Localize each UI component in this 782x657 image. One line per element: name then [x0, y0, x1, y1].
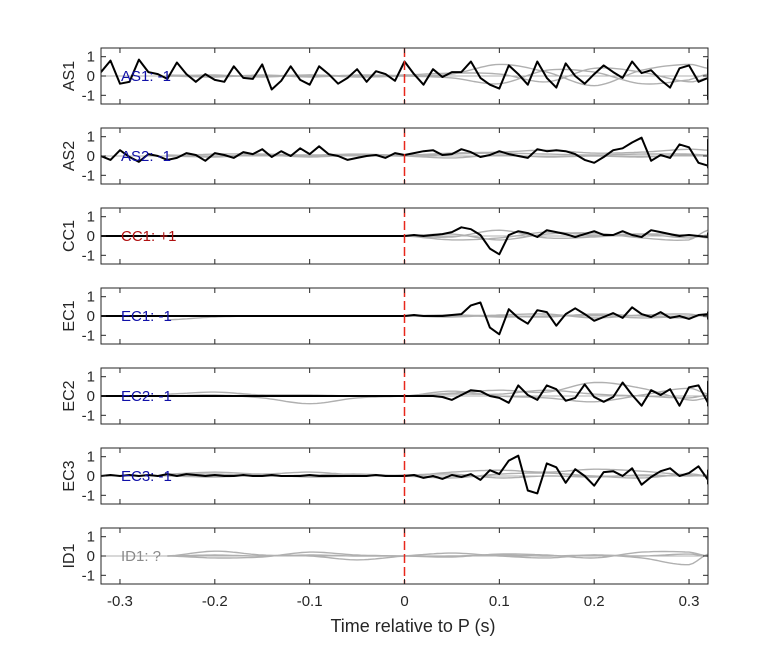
overlay-trace-2: [167, 68, 708, 85]
y-tick-label: -1: [82, 567, 95, 584]
y-tick-label: -1: [82, 487, 95, 504]
y-tick-label: 0: [87, 548, 95, 565]
y-tick-label: 1: [87, 449, 95, 466]
polarity-annotation: EC3: -1: [121, 468, 172, 485]
y-tick-label: 0: [87, 388, 95, 405]
station-label: EC1: [61, 300, 78, 331]
station-trace: [101, 58, 708, 101]
y-tick-label: -1: [82, 327, 95, 344]
overlay-trace-3: [167, 553, 708, 557]
x-tick-label: 0.2: [584, 593, 605, 610]
y-tick-label: -1: [82, 247, 95, 264]
polarity-annotation: AS1: -1: [121, 68, 171, 85]
y-tick-label: 0: [87, 228, 95, 245]
y-tick-label: 0: [87, 468, 95, 485]
overlay-trace-1: [167, 63, 708, 87]
station-label: ID1: [61, 543, 78, 568]
station-trace: [101, 380, 708, 407]
polarity-annotation: EC1: -1: [121, 308, 172, 325]
overlay-trace-1: [167, 148, 708, 157]
x-tick-label: -0.1: [297, 593, 323, 610]
x-tick-label: 0.1: [489, 593, 510, 610]
station-label: AS1: [61, 61, 78, 91]
y-tick-label: 1: [87, 209, 95, 226]
station-trace: [101, 136, 708, 169]
station-label: EC2: [61, 380, 78, 411]
station-trace: [101, 454, 708, 495]
station-label: EC3: [61, 460, 78, 491]
y-tick-label: -1: [82, 167, 95, 184]
trace-group: [101, 301, 708, 336]
x-tick-label: 0: [400, 593, 408, 610]
y-tick-label: 1: [87, 49, 95, 66]
x-tick-label: -0.2: [202, 593, 228, 610]
polarity-annotation: AS2: -1: [121, 148, 171, 165]
y-tick-label: 1: [87, 529, 95, 546]
y-tick-label: 1: [87, 289, 95, 306]
y-tick-label: 1: [87, 129, 95, 146]
station-trace: [101, 226, 708, 256]
shared-x-axis: -0.3 -0.2 -0.1 0 0.1 0.2 0.3: [107, 593, 699, 610]
x-axis-label: Time relative to P (s): [330, 616, 495, 636]
station-label: AS2: [61, 141, 78, 171]
overlay-trace-3: [167, 67, 708, 83]
polarity-annotation: EC2: -1: [121, 388, 172, 405]
y-tick-label: 0: [87, 308, 95, 325]
polarity-annotation: CC1: +1: [121, 228, 176, 245]
y-tick-label: -1: [82, 407, 95, 424]
station-label: CC1: [61, 220, 78, 252]
x-tick-label: 0.3: [679, 593, 700, 610]
y-tick-label: 1: [87, 369, 95, 386]
overlay-trace-3: [167, 152, 708, 157]
y-tick-label: 0: [87, 68, 95, 85]
trace-group: [101, 550, 708, 566]
overlay-trace-1: [167, 381, 708, 405]
x-tick-label: -0.3: [107, 593, 133, 610]
y-tick-label: -1: [82, 87, 95, 104]
y-tick-label: 0: [87, 148, 95, 165]
trace-group: [101, 58, 708, 101]
polarity-annotation: ID1: ?: [121, 548, 161, 565]
station-trace: [101, 301, 708, 336]
